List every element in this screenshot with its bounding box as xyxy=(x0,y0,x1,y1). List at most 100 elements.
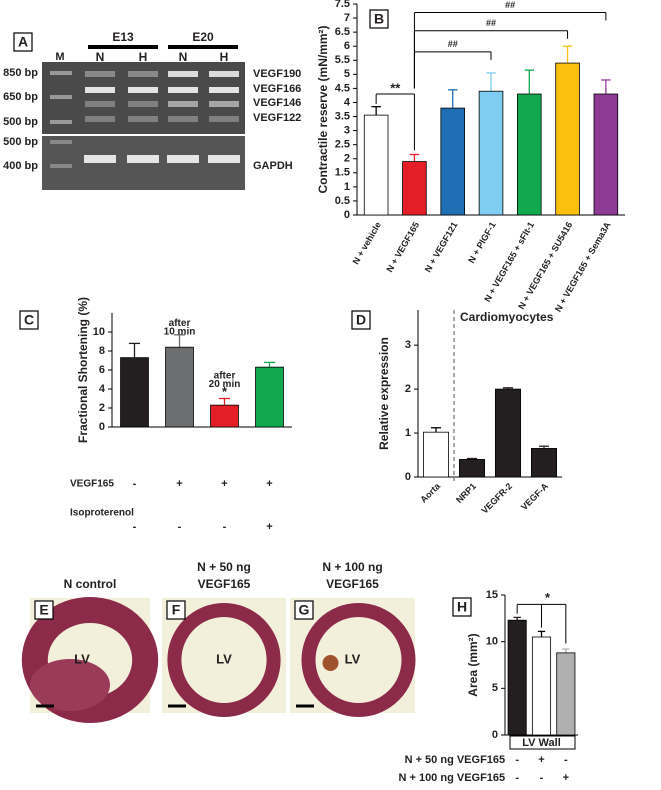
y-tick-label: 4 xyxy=(99,383,106,395)
gel-band xyxy=(85,116,115,122)
annotation: 10 min xyxy=(164,327,196,338)
y-tick-label: 3.5 xyxy=(335,110,350,122)
gel-panel xyxy=(42,45,245,190)
y-tick-label: 2 xyxy=(99,402,105,414)
y-tick-label: 7.5 xyxy=(335,0,350,10)
x-tick-label: NRP1 xyxy=(454,481,478,505)
annotation: 20 min xyxy=(209,379,241,390)
y-tick-label: 1 xyxy=(344,181,350,193)
histology-title: N + 50 ng xyxy=(197,560,251,574)
bar xyxy=(593,93,619,216)
y-tick-label: 8 xyxy=(99,345,105,357)
y-tick-label: 3 xyxy=(405,339,411,351)
y-tick-label: 2.5 xyxy=(335,139,350,151)
gel-band xyxy=(128,87,158,93)
bar xyxy=(531,636,552,736)
size-label: 500 bp xyxy=(3,116,38,128)
band-label: VEGF190 xyxy=(253,68,301,80)
condition-label: N + 100 ng VEGF165 xyxy=(398,772,505,784)
panel-letter-box xyxy=(34,600,54,620)
panel-letter: A xyxy=(18,34,28,50)
bar xyxy=(458,459,485,478)
gel-band xyxy=(209,116,239,122)
ladder-band xyxy=(50,95,72,99)
gel-band xyxy=(208,155,240,163)
tissue-wall xyxy=(301,603,416,717)
annotation: after xyxy=(169,318,191,329)
gel-band xyxy=(85,101,115,107)
group-label: E13 xyxy=(112,30,134,44)
condition-sign: - xyxy=(223,521,227,533)
ladder-band xyxy=(50,164,72,168)
size-label: 850 bp xyxy=(3,67,38,79)
y-axis-title: Relative expression xyxy=(377,337,391,450)
gel-band xyxy=(128,116,158,122)
gel-band xyxy=(209,101,239,107)
histology-title: VEGF165 xyxy=(326,577,379,591)
panel-letter-box xyxy=(351,310,371,330)
bar xyxy=(507,619,527,736)
condition-sign: + xyxy=(563,772,569,784)
condition-sign: - xyxy=(564,754,568,766)
tissue-fill xyxy=(30,659,110,711)
y-tick-label: 15 xyxy=(486,589,498,601)
significance: ## xyxy=(486,18,496,28)
panel-letter-box xyxy=(294,600,314,620)
bar xyxy=(120,357,149,428)
y-tick-label: 2 xyxy=(344,153,350,165)
significance: ## xyxy=(505,0,515,10)
bar xyxy=(440,107,465,216)
lane-label: H xyxy=(139,50,148,64)
panel-letter: F xyxy=(172,602,181,618)
lane-label: N xyxy=(179,50,188,64)
gel-band xyxy=(85,71,115,77)
y-tick-label: 0 xyxy=(344,209,350,221)
condition-label: N + 50 ng VEGF165 xyxy=(405,754,506,766)
y-tick-label: 6.5 xyxy=(335,26,350,38)
clot xyxy=(322,655,339,671)
tissue-wall xyxy=(21,597,159,723)
y-tick-label: 3 xyxy=(344,125,350,137)
ladder-band xyxy=(50,71,72,75)
bar xyxy=(478,90,504,216)
histology-title: N control xyxy=(64,577,117,591)
significance: ** xyxy=(390,80,401,95)
lane-label: H xyxy=(220,50,229,64)
bar xyxy=(363,114,389,216)
annotation: after xyxy=(214,370,236,381)
panel-letter: G xyxy=(299,602,310,618)
condition-label: VEGF165 xyxy=(70,479,114,490)
bar xyxy=(555,62,580,216)
gel-band xyxy=(209,87,239,93)
band-label: VEGF122 xyxy=(253,112,301,124)
marker-label: M xyxy=(55,51,64,63)
x-axis-title: LV Wall xyxy=(522,737,561,749)
y-axis-title: Area (mm²) xyxy=(466,633,480,696)
significance: * xyxy=(545,590,551,605)
size-label: 400 bp xyxy=(3,160,38,172)
x-tick-label: VEGFR-2 xyxy=(479,481,514,516)
bar xyxy=(210,404,239,428)
panel-letter: E xyxy=(39,602,48,618)
condition-sign: - xyxy=(515,754,519,766)
bar xyxy=(422,431,449,478)
gel-band xyxy=(168,101,198,107)
y-tick-label: 0 xyxy=(405,471,411,483)
y-tick-label: 5 xyxy=(344,68,350,80)
ladder-band xyxy=(50,120,72,124)
panel-letter: H xyxy=(457,599,467,615)
y-tick-label: 5 xyxy=(492,682,498,694)
gel-band xyxy=(128,71,158,77)
y-tick-label: 1.5 xyxy=(335,167,350,179)
y-tick-label: 4.5 xyxy=(335,82,350,94)
panel-letter-box xyxy=(166,600,186,620)
gel-band xyxy=(209,71,239,77)
y-tick-label: 5.5 xyxy=(335,54,350,66)
panel-letter: B xyxy=(374,11,384,27)
y-axis-title: Contractile reserve (mN/mm²) xyxy=(316,25,330,193)
gel-band xyxy=(128,101,158,107)
condition-sign: + xyxy=(538,754,544,766)
bar xyxy=(402,161,427,216)
y-tick-label: 0 xyxy=(492,729,498,741)
band-label: GAPDH xyxy=(253,160,293,172)
